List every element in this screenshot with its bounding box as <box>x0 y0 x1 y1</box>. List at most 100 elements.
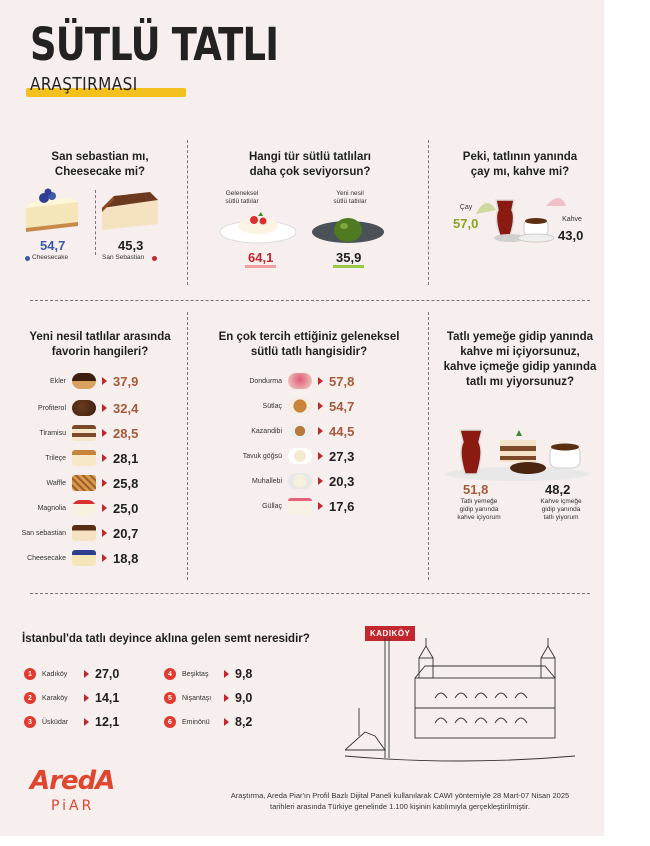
divider <box>187 312 188 580</box>
list-item: San sebastian 20,7 <box>6 524 138 542</box>
question-sebastian: San sebastian mı, Cheesecake mi? <box>51 151 149 178</box>
footer-note: Araştırma, Areda Piar'ın Profil Bazlı Di… <box>230 791 570 811</box>
list-item: Magnolia 25,0 <box>6 499 138 517</box>
arrow-icon <box>102 479 107 487</box>
item-value: 17,6 <box>329 498 355 514</box>
item-value: 25,8 <box>113 475 139 491</box>
new-gen-label: Yeni nesil sütlü tatlılar <box>333 190 367 205</box>
cheesecake-icon <box>72 550 96 566</box>
item-label: Sütlaç <box>262 402 282 410</box>
item-value: 28,5 <box>113 425 139 441</box>
arrow-icon <box>102 454 107 462</box>
arrow-icon <box>84 718 89 726</box>
question-drink: Peki, tatlının yanında çay mı, kahve mi? <box>462 151 578 178</box>
item-label: San sebastian <box>21 529 66 537</box>
list-item: Dondurma 57,8 <box>222 372 354 390</box>
list-item: Cheesecake 18,8 <box>6 549 138 567</box>
question-type: Hangi tür sütlü tatlıları daha çok seviy… <box>248 151 372 178</box>
tea-value: 57,0 <box>453 216 479 231</box>
item-label: Tiramisu <box>39 429 66 437</box>
arrow-icon <box>224 694 229 702</box>
new-gen-value: 35,9 <box>333 250 365 268</box>
divider <box>428 140 429 285</box>
list-item: Trileçe 28,1 <box>6 449 138 467</box>
list-item: Waffle 25,8 <box>6 474 138 492</box>
item-value: 25,0 <box>113 500 139 516</box>
rank-badge: 2 <box>24 692 36 704</box>
question-new-gen: Yeni nesil tatlılar arasında favorin han… <box>29 331 171 358</box>
district-name: Üsküdar <box>42 718 69 726</box>
san-sebastian-icon <box>72 525 96 541</box>
arrow-icon <box>318 377 323 385</box>
list-item: Profiterol 32,4 <box>6 399 138 417</box>
traditional-value: 64,1 <box>245 250 277 268</box>
sutlac-icon <box>288 398 312 414</box>
list-item: Tiramisu 28,5 <box>6 424 138 442</box>
district-value: 9,8 <box>235 667 253 681</box>
item-value: 28,1 <box>113 450 139 466</box>
district-name: Beşiktaş <box>182 670 209 678</box>
district-value: 27,0 <box>95 667 120 681</box>
coffee-first-value: 48,2 <box>545 482 571 497</box>
item-label: Tavuk göğsü <box>242 452 282 460</box>
list-item: Ekler 37,9 <box>6 372 138 390</box>
rank-badge: 6 <box>164 716 176 728</box>
item-label: Ekler <box>50 377 66 385</box>
arrow-icon <box>318 477 323 485</box>
kazandibi-icon <box>288 423 312 439</box>
arrow-icon <box>318 427 323 435</box>
cheesecake-dot <box>25 256 30 261</box>
item-label: Cheesecake <box>27 554 66 562</box>
san-sebastian-value: 45,3 <box>118 238 144 253</box>
dessert-first-label: Tatlı yemeğe gidip yanında kahve içiyoru… <box>457 498 501 521</box>
magnolia-icon <box>72 500 96 516</box>
district-name: Nişantaşı <box>182 694 212 702</box>
areda-logo: AredA <box>30 766 115 796</box>
list-item: 3 Üsküdar 12,1 <box>24 714 119 730</box>
list-item: Güllaç 17,6 <box>222 497 354 515</box>
list-item: 2 Karaköy 14,1 <box>24 690 119 706</box>
arrow-icon <box>84 694 89 702</box>
cheesecake-label: Cheesecake <box>32 254 69 261</box>
divider <box>30 300 590 301</box>
subtitle-highlight <box>26 88 186 97</box>
arrow-icon <box>318 502 323 510</box>
ekler-icon <box>72 373 96 389</box>
item-label: Waffle <box>46 479 66 487</box>
item-label: Güllaç <box>262 502 282 510</box>
district-name: Eminönü <box>182 718 210 726</box>
list-item: 5 Nişantaşı 9,0 <box>164 690 252 706</box>
muhallebi-icon <box>288 473 312 489</box>
district-value: 8,2 <box>235 715 253 729</box>
item-label: Dondurma <box>249 377 282 385</box>
district-value: 9,0 <box>235 691 253 705</box>
kadikoy-sign: KADIKÖY <box>365 626 416 641</box>
question-coffee: Tatlı yemeğe gidip yanında kahve mi içiy… <box>443 331 597 388</box>
dondurma-icon <box>288 373 312 389</box>
cheesecake-value: 54,7 <box>40 238 66 253</box>
trilece-icon <box>72 450 96 466</box>
waffle-icon <box>72 475 96 491</box>
tea-label: Çay <box>459 204 473 211</box>
divider <box>95 190 96 255</box>
item-value: 37,9 <box>113 373 139 389</box>
district-value: 14,1 <box>95 691 120 705</box>
arrow-icon <box>102 504 107 512</box>
item-value: 44,5 <box>329 423 355 439</box>
kadikoy-pier-illustration <box>345 638 575 762</box>
list-item: 6 Eminönü 8,2 <box>164 714 252 730</box>
item-value: 32,4 <box>113 400 139 416</box>
divider <box>428 312 429 580</box>
item-label: Muhallebi <box>252 477 282 485</box>
piar-logo: PiAR <box>51 798 95 814</box>
arrow-icon <box>224 718 229 726</box>
list-item: Kazandibi 44,5 <box>222 422 354 440</box>
item-label: Profiterol <box>37 404 66 412</box>
coffee-value: 43,0 <box>558 228 584 243</box>
rank-badge: 4 <box>164 668 176 680</box>
infographic-page: SÜTLÜ TATLI ARAŞTIRMASI San sebastian mı… <box>0 0 604 836</box>
arrow-icon <box>224 670 229 678</box>
tea-coffee-icon <box>476 198 566 243</box>
item-value: 18,8 <box>113 550 139 566</box>
traditional-dessert-icon <box>219 212 297 244</box>
